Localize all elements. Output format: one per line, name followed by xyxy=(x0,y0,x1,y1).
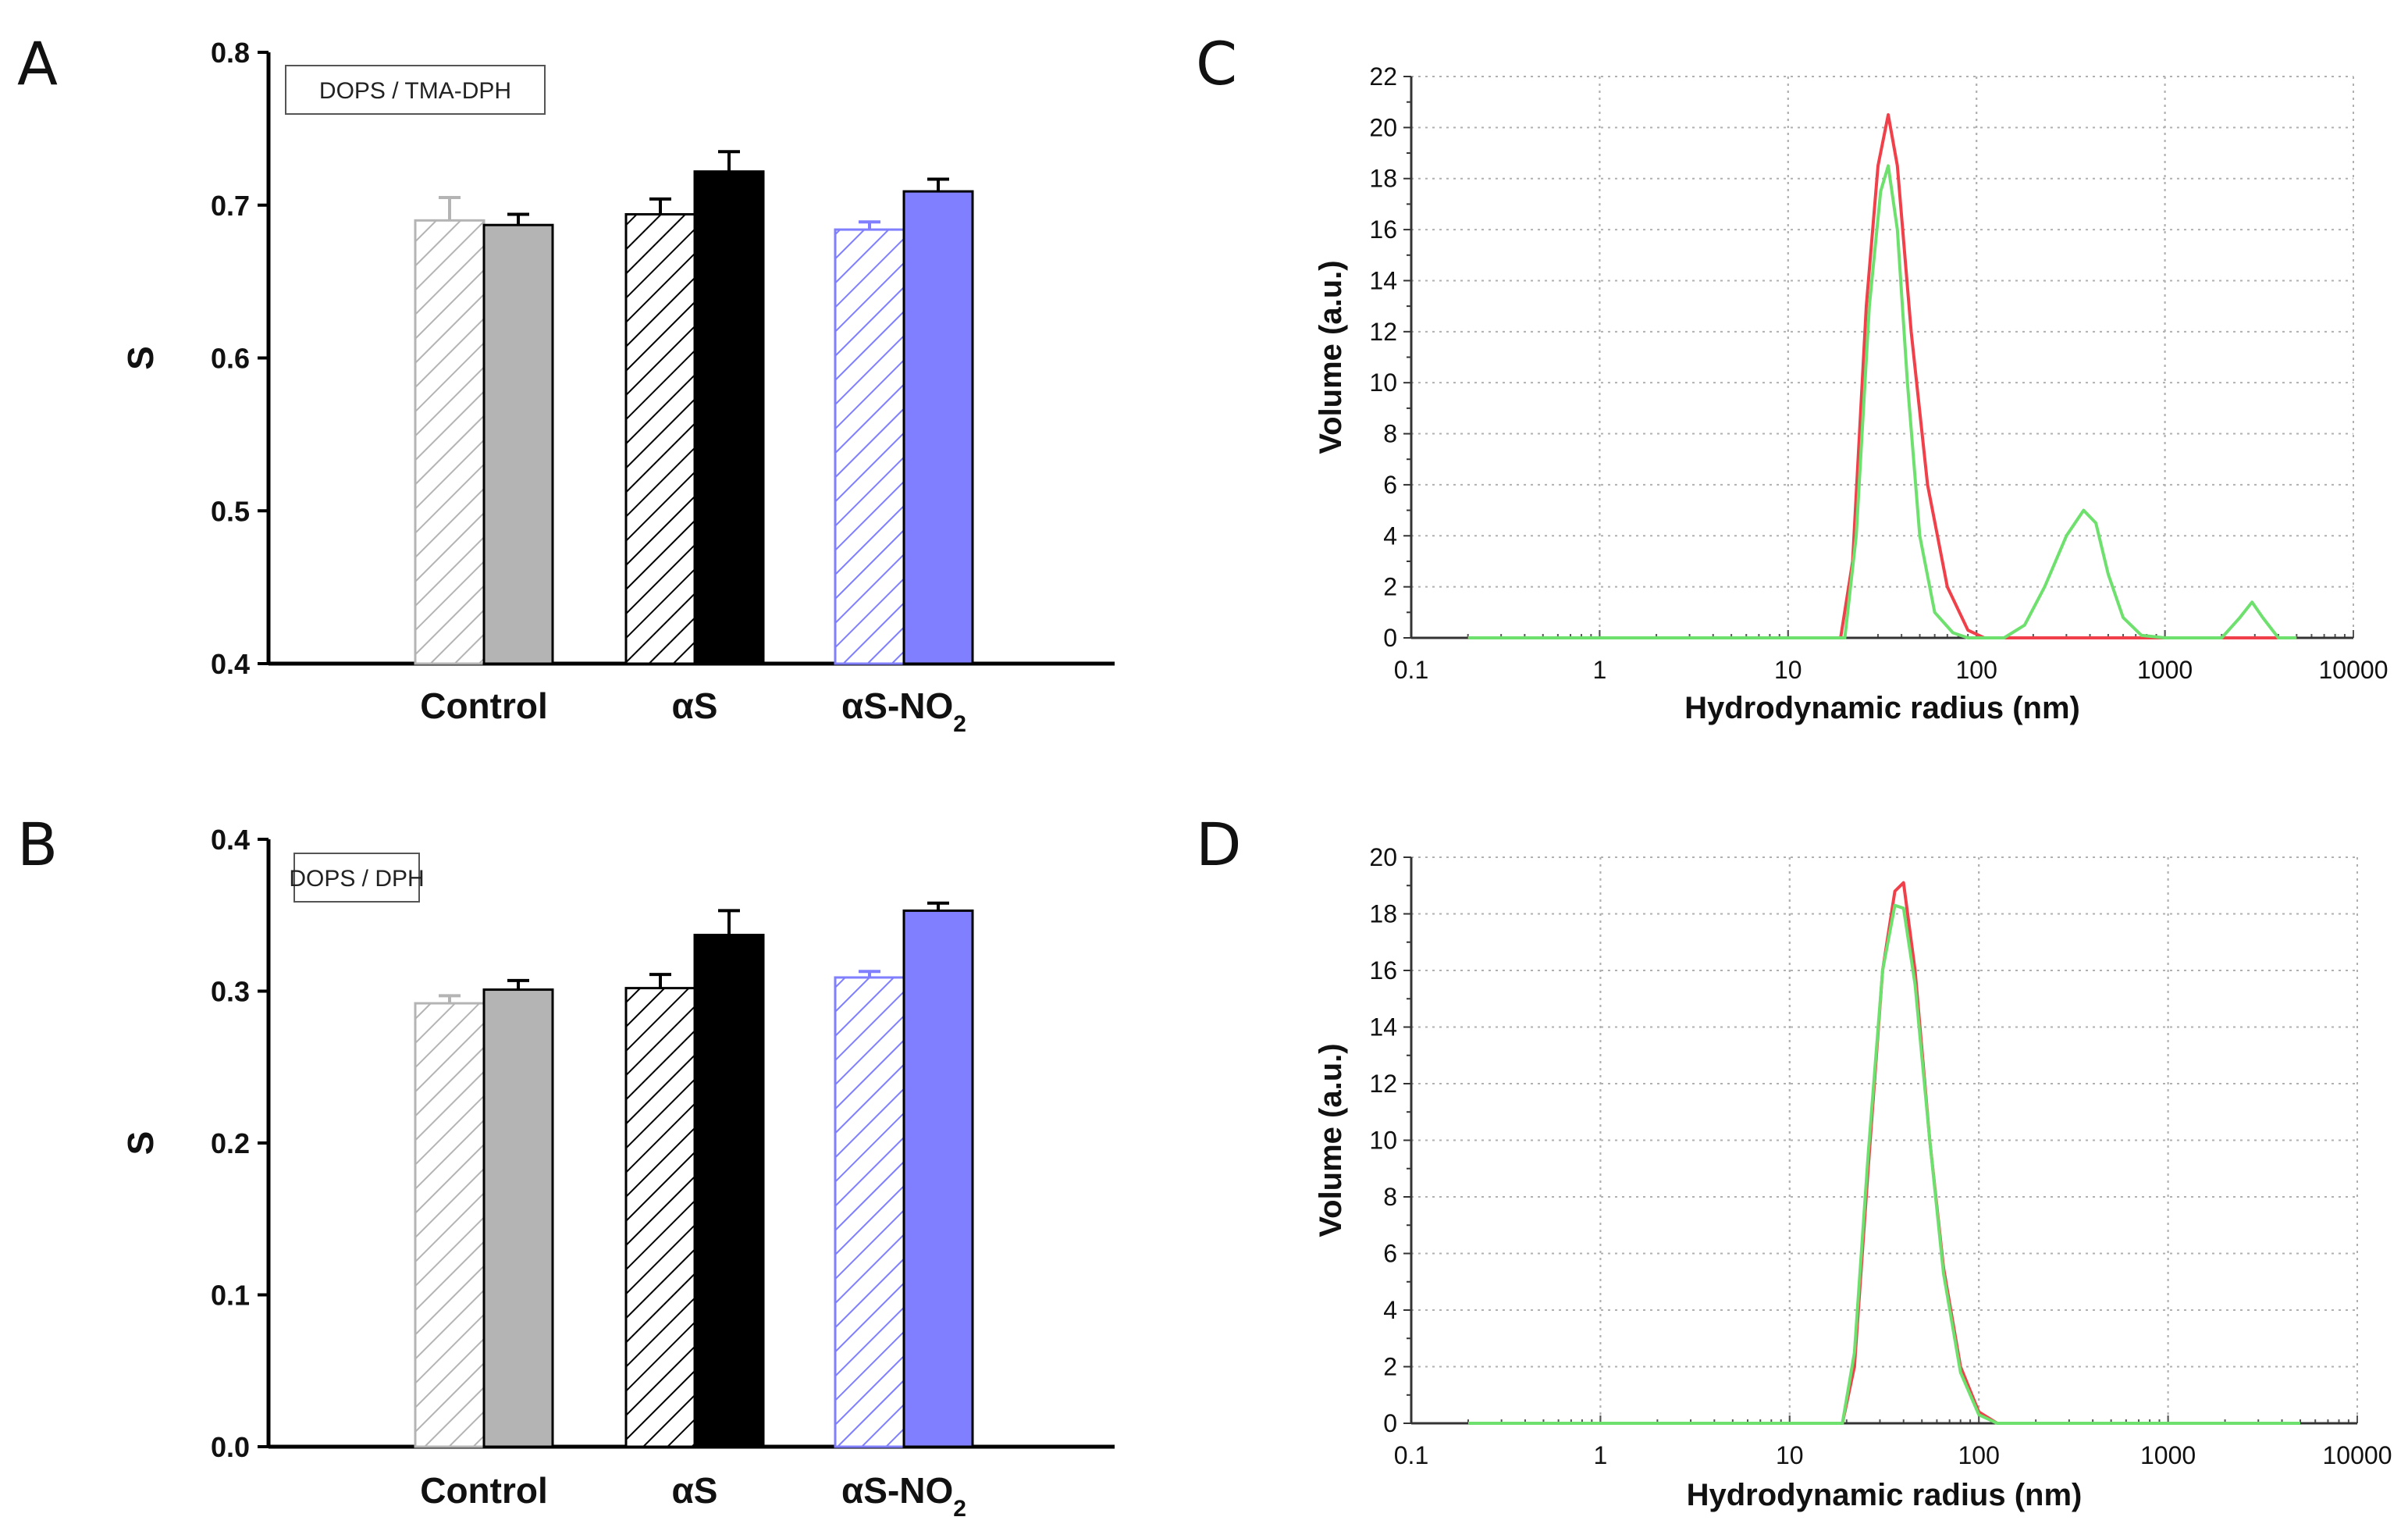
y-tick-label: 6 xyxy=(1383,1240,1397,1268)
y-tick-label: 10 xyxy=(1369,1127,1397,1155)
x-tick-label: 1000 xyxy=(2140,1441,2196,1469)
y-axis-title: Volume (a.u.) xyxy=(1314,1043,1348,1237)
bar-solid xyxy=(902,909,974,1448)
y-tick-label: 18 xyxy=(1369,900,1397,928)
category-label: αS xyxy=(672,685,718,726)
panel-label-c: C xyxy=(1196,29,1237,98)
y-tick-label: 0.6 xyxy=(211,343,250,375)
x-tick-label: 10000 xyxy=(2323,1441,2392,1469)
bar-solid xyxy=(693,170,765,665)
x-tick-label: 0.1 xyxy=(1394,1441,1428,1469)
x-tick-label: 1 xyxy=(1594,1441,1608,1469)
x-tick-label: 100 xyxy=(1958,1441,2000,1469)
y-tick-label: 6 xyxy=(1383,471,1397,499)
line-chart-c: 0 2 4 6 8 10 12 14 16 18 20 22 0.1 1 10 100 1000 10000 Hyd… xyxy=(1314,62,2388,725)
legend-label: DOPS / DPH xyxy=(289,866,424,892)
y-tick-label: 0.4 xyxy=(211,648,250,680)
bar-solid xyxy=(902,190,974,665)
y-tick-label: 0 xyxy=(1383,624,1397,652)
x-tick-label: 1000 xyxy=(2137,656,2193,684)
category-subscript: 2 xyxy=(953,1496,966,1522)
y-tick-label: 0.1 xyxy=(211,1280,250,1312)
y-tick-label: 8 xyxy=(1383,420,1397,448)
bar-chart-a: 0.4 0.5 0.6 0.7 0.8 S DOPS / TMA-DPH Control αS α… xyxy=(120,37,1115,737)
x-tick-label: 10 xyxy=(1774,656,1802,684)
x-tick-label: 10000 xyxy=(2319,656,2388,684)
legend-box xyxy=(285,65,546,115)
y-tick-label: 0.3 xyxy=(211,976,250,1008)
panel-label-a: A xyxy=(17,29,58,98)
x-tick-label: 10 xyxy=(1776,1441,1804,1469)
y-tick-label: 0.4 xyxy=(211,824,250,856)
x-tick-label: 0.1 xyxy=(1394,656,1428,684)
y-tick-label: 12 xyxy=(1369,318,1397,346)
y-tick-label: 12 xyxy=(1369,1070,1397,1098)
x-axis-title: Hydrodynamic radius (nm) xyxy=(1684,691,2080,725)
series-line-green xyxy=(1467,164,2297,639)
panel-label-b: B xyxy=(17,810,58,879)
y-tick-label: 0.0 xyxy=(211,1431,250,1463)
y-tick-label: 0.8 xyxy=(211,37,250,69)
y-tick-label: 10 xyxy=(1369,369,1397,397)
y-tick-label: 14 xyxy=(1369,1013,1397,1042)
category-label: Control xyxy=(420,685,548,726)
bar-hatched xyxy=(624,987,696,1448)
y-tick-label: 0 xyxy=(1383,1409,1397,1437)
series-line-green xyxy=(1468,903,2300,1425)
y-tick-label: 8 xyxy=(1383,1183,1397,1211)
y-tick-label: 20 xyxy=(1369,843,1397,871)
bar-solid xyxy=(693,934,765,1448)
y-tick-label: 18 xyxy=(1369,165,1397,193)
x-tick-label: 1 xyxy=(1593,656,1607,684)
series-line-red xyxy=(1467,113,2297,639)
category-label: Control xyxy=(420,1470,548,1511)
y-tick-label: 2 xyxy=(1383,1353,1397,1381)
y-tick-label: 14 xyxy=(1369,266,1397,294)
y-tick-label: 22 xyxy=(1369,62,1397,91)
y-axis-title: S xyxy=(120,346,161,370)
legend-box xyxy=(293,853,420,903)
bar-solid xyxy=(482,223,554,665)
panel-label-d: D xyxy=(1196,810,1242,879)
bar-solid xyxy=(482,988,554,1448)
y-tick-label: 16 xyxy=(1369,956,1397,985)
y-tick-label: 0.7 xyxy=(211,190,250,222)
y-tick-label: 4 xyxy=(1383,522,1397,550)
bar-hatched xyxy=(834,228,905,665)
legend-label: DOPS / TMA-DPH xyxy=(319,78,511,104)
bar-hatched xyxy=(834,976,905,1448)
category-subscript: 2 xyxy=(953,711,966,737)
x-tick-label: 100 xyxy=(1956,656,1997,684)
y-tick-label: 0.5 xyxy=(211,495,250,527)
category-label: αS-NO2 xyxy=(841,685,966,737)
category-label: αS-NO2 xyxy=(841,1470,966,1522)
x-axis-title: Hydrodynamic radius (nm) xyxy=(1687,1478,2083,1512)
y-tick-label: 4 xyxy=(1383,1296,1397,1324)
bar-hatched xyxy=(414,219,486,665)
y-axis-title: S xyxy=(120,1131,161,1155)
bar-chart-b: 0.0 0.1 0.2 0.3 0.4 S DOPS / DPH Control αS αS-NO… xyxy=(120,824,1115,1522)
category-label: αS xyxy=(672,1470,718,1511)
y-tick-label: 2 xyxy=(1383,573,1397,601)
y-axis-title: Volume (a.u.) xyxy=(1314,260,1348,454)
y-tick-label: 16 xyxy=(1369,215,1397,244)
y-tick-label: 20 xyxy=(1369,113,1397,141)
line-chart-d: 0 2 4 6 8 10 12 14 16 18 20 0.1 1 10 100 1000 10000 Hydro… xyxy=(1314,843,2392,1512)
bar-hatched xyxy=(414,1002,486,1448)
bar-hatched xyxy=(624,212,696,665)
y-tick-label: 0.2 xyxy=(211,1127,250,1159)
